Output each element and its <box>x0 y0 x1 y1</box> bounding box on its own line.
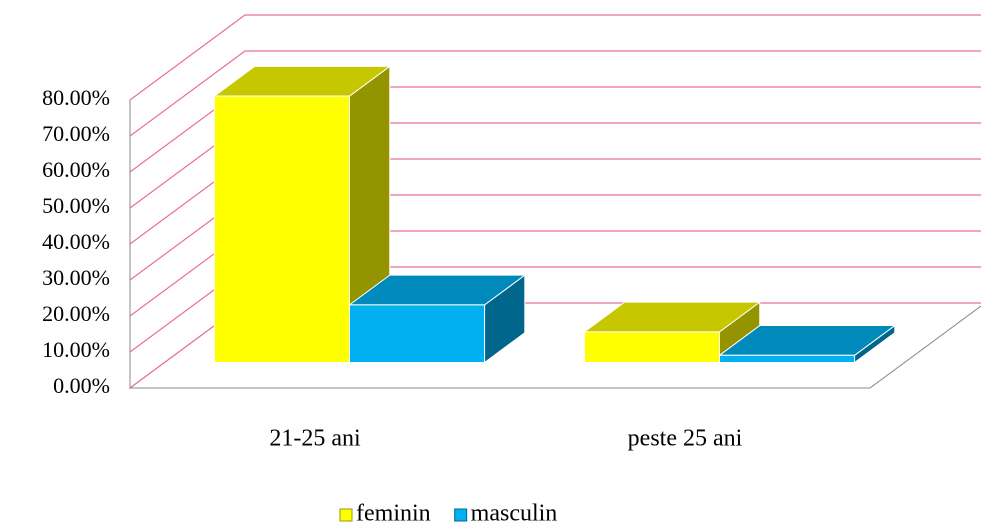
grid-line <box>129 50 981 137</box>
bar <box>582 301 762 364</box>
y-tick-label: 10.00% <box>42 337 110 362</box>
bar-front <box>349 304 486 363</box>
grid-line <box>129 14 981 101</box>
y-tick-label: 80.00% <box>42 85 110 110</box>
bar <box>717 324 897 364</box>
x-tick-label: 21-25 ani <box>269 426 361 452</box>
bar-front <box>213 95 350 363</box>
legend-label: feminin <box>356 501 431 526</box>
y-tick-label: 40.00% <box>42 229 110 254</box>
legend-swatch <box>339 508 353 522</box>
bar-front <box>583 331 721 363</box>
y-tick-label: 60.00% <box>42 157 110 182</box>
y-tick-label: 70.00% <box>42 121 110 146</box>
bar-front <box>719 354 856 363</box>
x-tick-label: peste 25 ani <box>628 426 743 452</box>
y-tick-label: 30.00% <box>42 265 110 290</box>
y-tick-label: 20.00% <box>42 301 110 326</box>
y-tick-label: 0.00% <box>53 373 110 398</box>
legend-label: masculin <box>471 501 558 526</box>
legend-swatch <box>454 508 468 522</box>
bar <box>347 274 527 364</box>
y-tick-label: 50.00% <box>42 193 110 218</box>
